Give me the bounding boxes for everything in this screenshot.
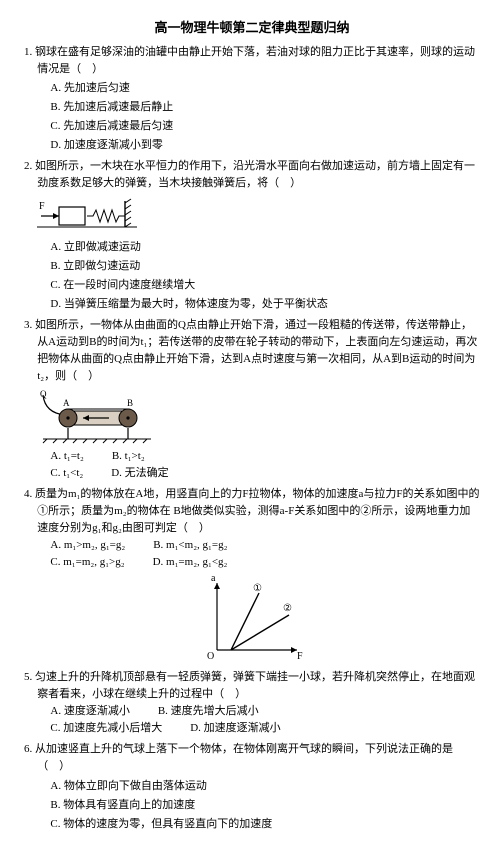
q6-stem: 6. 从加速竖直上升的气球上落下一个物体，在物体刚离开气球的瞬间，下列说法正确的… [37, 741, 480, 775]
axis-F: F [297, 651, 303, 662]
q3-optC: C. t₁<t₂ [50, 465, 83, 482]
q6-optB: B. 物体具有竖直向上的加速度 [50, 797, 480, 814]
q2-optC: C. 在一段时间内速度继续增大 [50, 277, 480, 294]
question-4: 4. 质量为m₁的物体放在A地，用竖直向上的力F拉物体，物体的加速度a与拉力F的… [24, 486, 480, 665]
q1-stem: 1. 钢球在盛有足够深油的油罐中由静止开始下落，若油对球的阻力正比于其速率，则球… [37, 44, 480, 78]
q2-figure: F [37, 197, 147, 235]
q2-optA: A. 立即做减速运动 [50, 239, 480, 256]
question-1: 1. 钢球在盛有足够深油的油罐中由静止开始下落，若油对球的阻力正比于其速率，则球… [24, 44, 480, 154]
q2-optD: D. 当弹簧压缩量为最大时，物体速度为零，处于平衡状态 [50, 296, 480, 313]
q2-optB: B. 立即做匀速运动 [50, 258, 480, 275]
label-1: ① [253, 583, 262, 594]
q3-optA: A. t₁=t₂ [50, 448, 83, 465]
q3-optD: D. 无法确定 [111, 465, 168, 482]
q3-figure: Q A B [37, 389, 157, 444]
q3-stem: 3. 如图所示，一物体从由曲面的Q点由静止开始下滑，通过一段粗糙的传送带，传送带… [37, 317, 480, 385]
q5-optD: D. 加速度逐渐减小 [190, 720, 280, 737]
q2-stem: 2. 如图所示，一木块在水平恒力的作用下，沿光滑水平面向右做加速运动，前方墙上固… [37, 158, 480, 192]
label-B: B [127, 398, 133, 408]
label-2: ② [283, 603, 292, 614]
question-5: 5. 匀速上升的升降机顶部悬有一轻质弹簧，弹簧下端挂一小球，若升降机突然停止，在… [24, 669, 480, 737]
label-A: A [63, 398, 70, 408]
page-title: 高一物理牛顿第二定律典型题归纳 [24, 18, 480, 38]
q5-stem: 5. 匀速上升的升降机顶部悬有一轻质弹簧，弹簧下端挂一小球，若升降机突然停止，在… [37, 669, 480, 703]
axis-a: a [211, 575, 216, 584]
q6-optA: A. 物体立即向下做自由落体运动 [50, 778, 480, 795]
q5-optB: B. 速度先增大后减小 [158, 703, 259, 720]
question-6: 6. 从加速竖直上升的气球上落下一个物体，在物体刚离开气球的瞬间，下列说法正确的… [24, 741, 480, 832]
q6-optC: C. 物体的速度为零，但具有竖直向下的加速度 [50, 816, 480, 833]
q5-optC: C. 加速度先减小后增大 [50, 720, 162, 737]
question-3: 3. 如图所示，一物体从由曲面的Q点由静止开始下滑，通过一段粗糙的传送带，传送带… [24, 317, 480, 482]
q3-optB: B. t₁>t₂ [112, 448, 145, 465]
question-2: 2. 如图所示，一木块在水平恒力的作用下，沿光滑水平面向右做加速运动，前方墙上固… [24, 158, 480, 312]
q4-figure: a F O ① ② [197, 575, 307, 665]
q4-optC: C. m₁=m₂, g₁>g₂ [50, 554, 124, 571]
q4-optA: A. m₁>m₂, g₁=g₂ [50, 537, 125, 554]
q4-optD: D. m₁=m₂, g₁<g₂ [153, 554, 228, 571]
force-label: F [39, 201, 45, 212]
q5-optA: A. 速度逐渐减小 [50, 703, 129, 720]
q1-optA: A. 先加速后匀速 [50, 80, 480, 97]
q1-optB: B. 先加速后减速最后静止 [50, 99, 480, 116]
q1-optC: C. 先加速后减速最后匀速 [50, 118, 480, 135]
label-Q: Q [40, 389, 47, 399]
origin-O: O [207, 651, 214, 662]
q1-optD: D. 加速度逐渐减小到零 [50, 137, 480, 154]
q4-stem: 4. 质量为m₁的物体放在A地，用竖直向上的力F拉物体，物体的加速度a与拉力F的… [37, 486, 480, 537]
q4-optB: B. m₁<m₂, g₁=g₂ [153, 537, 227, 554]
